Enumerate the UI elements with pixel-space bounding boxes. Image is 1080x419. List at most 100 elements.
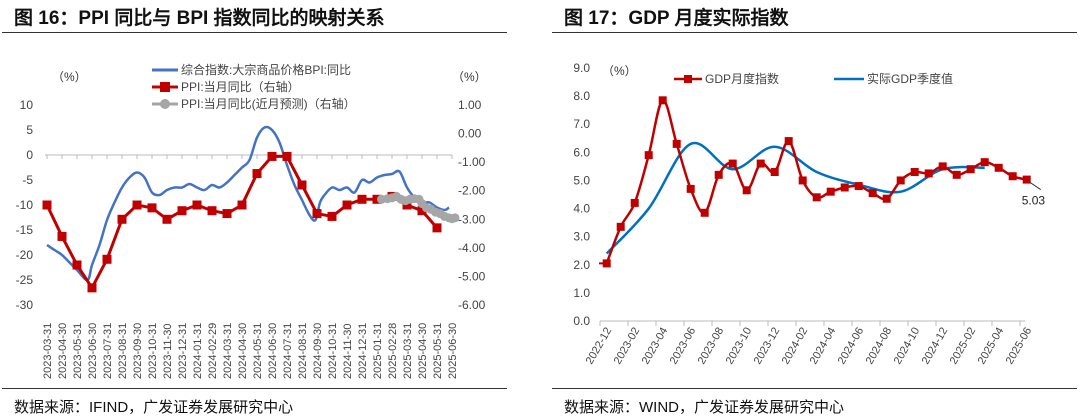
y-tick-label: 9.0 xyxy=(573,61,590,75)
x-tick-label: 2024-02 xyxy=(780,326,811,367)
figure-16-source: 数据来源：IFIND，广发证券发展研究中心 xyxy=(14,399,294,416)
right-tick-label: 0.00 xyxy=(458,127,482,141)
x-tick-label: 2024-06 xyxy=(836,326,867,367)
ppi-marker xyxy=(192,200,202,210)
x-tick-label: 2025-06-30 xyxy=(447,323,459,379)
right-tick-label: 1.00 xyxy=(458,98,482,112)
gdp-monthly-marker xyxy=(910,168,919,177)
figure-17-source: 数据来源：WIND，广发证券发展研究中心 xyxy=(564,399,844,416)
x-tick-label: 2024-10-31 xyxy=(327,323,339,379)
x-tick-label: 2024-04 xyxy=(808,326,839,367)
ppi-marker xyxy=(357,194,367,204)
figure-16-panel: 图 16：PPI 同比与 BPI 指数同比的映射关系 （%） （%） 10 5 0 -5 -… xyxy=(2,8,507,416)
x-tick-label: 2025-06 xyxy=(1004,326,1035,367)
right-tick-label: -6.00 xyxy=(458,298,486,312)
ppi-bpi-chart: （%） （%） 10 5 0 -5 -10 -15 -20 -25 -30 1.00 0.00 -1.00… xyxy=(16,62,487,379)
legend-label: 综合指数:大宗商品价格BPI:同比 xyxy=(181,62,351,77)
gdp-monthly-marker xyxy=(938,162,947,171)
left-tick-label: -30 xyxy=(16,298,34,312)
ppi-marker xyxy=(237,200,247,210)
left-tick-label: -25 xyxy=(16,273,34,287)
ppi-marker xyxy=(222,209,232,219)
y-tick-label: 2.0 xyxy=(573,258,590,272)
legend-label: PPI:当月同比(近月预测)（右轴） xyxy=(181,96,356,111)
figure-17-panel: 图 17：GDP 月度实际指数 9.0 8.0 7.0 6.0 5.0 4.0 3.0 2.0… xyxy=(550,0,1080,419)
gdp-monthly-marker xyxy=(1008,172,1017,181)
x-tick-label: 2024-11-30 xyxy=(342,324,354,379)
x-tick-label: 2025-05-31 xyxy=(432,323,444,379)
x-tick-label: 2023-05-31 xyxy=(72,323,84,379)
gdp-monthly-marker xyxy=(616,222,625,231)
title-divider xyxy=(2,32,507,33)
figure-17-title: 图 17：GDP 月度实际指数 xyxy=(564,8,789,29)
gdp-monthly-chart: 9.0 8.0 7.0 6.0 5.0 4.0 3.0 2.0 1.0 0.0 （%） 2022-12… xyxy=(573,61,1046,367)
x-tick-label: 2024-03-31 xyxy=(222,323,234,379)
gdp-monthly-marker xyxy=(770,168,779,177)
y-tick-label: 0.0 xyxy=(573,314,590,328)
x-tick-label: 2023-09-30 xyxy=(132,323,144,379)
gdp-monthly-marker xyxy=(1022,175,1031,184)
gdp-monthly-line xyxy=(605,99,1027,264)
left-tick-label: 0 xyxy=(26,148,33,162)
left-tick-label: -15 xyxy=(16,223,34,237)
x-tick-label: 2023-04-30 xyxy=(57,323,69,379)
x-tick-label: 2023-08 xyxy=(696,326,727,367)
gdp-monthly-marker xyxy=(672,139,681,148)
gdp-monthly-marker xyxy=(798,176,807,185)
y-tick-label: 1.0 xyxy=(573,286,590,300)
left-tick-label: 5 xyxy=(26,123,33,137)
x-tick-label: 2025-01-31 xyxy=(372,323,384,379)
ppi-marker xyxy=(207,206,217,216)
ppi-marker xyxy=(297,180,307,190)
x-tick-label: 2023-06 xyxy=(668,326,699,367)
x-tick-label: 2023-03-31 xyxy=(42,323,54,379)
ppi-forecast-marker xyxy=(450,213,460,223)
gdp-monthly-marker xyxy=(994,163,1003,172)
right-tick-label: -5.00 xyxy=(458,269,486,283)
x-tick-label: 2023-08-31 xyxy=(117,323,129,379)
x-tick-label: 2023-12-31 xyxy=(177,323,189,379)
ppi-marker xyxy=(282,151,292,161)
ppi-marker xyxy=(402,200,412,210)
x-tick-label: 2024-01-31 xyxy=(192,323,204,379)
gdp-monthly-marker xyxy=(630,198,639,207)
x-tick-label: 2024-12 xyxy=(920,326,951,367)
y-tick-label: 5.0 xyxy=(573,173,590,187)
last-value-annotation: 5.03 xyxy=(1022,194,1046,208)
y-tick-label: 3.0 xyxy=(573,230,590,244)
gdp-monthly-marker xyxy=(924,169,933,178)
left-tick-label: -5 xyxy=(22,173,33,187)
ppi-marker xyxy=(342,200,352,210)
figure-16-title: 图 16：PPI 同比与 BPI 指数同比的映射关系 xyxy=(14,8,385,29)
gdp-monthly-marker xyxy=(826,187,835,196)
x-tick-label: 2023-02 xyxy=(612,326,643,367)
gdp-monthly-marker xyxy=(700,208,709,217)
x-tick-label: 2024-08-31 xyxy=(297,323,309,379)
ppi-marker xyxy=(417,206,427,216)
y-tick-label: 7.0 xyxy=(573,117,590,131)
ppi-marker xyxy=(117,214,127,224)
y-axis-unit: （%） xyxy=(602,64,637,78)
ppi-marker xyxy=(72,260,82,270)
gdp-monthly-marker xyxy=(840,183,849,192)
x-tick-label: 2023-06-30 xyxy=(87,323,99,379)
left-tick-label: 10 xyxy=(20,98,34,112)
real-gdp-quarterly-line xyxy=(605,141,985,255)
ppi-marker xyxy=(102,254,112,264)
y-tick-label: 4.0 xyxy=(573,202,590,216)
x-tick-label: 2023-04 xyxy=(640,326,671,367)
y-tick-label: 6.0 xyxy=(573,145,590,159)
gdp-monthly-marker xyxy=(784,137,793,146)
gdp-monthly-marker xyxy=(896,176,905,185)
ppi-marker xyxy=(132,200,142,210)
x-tick-label: 2025-03-31 xyxy=(402,323,414,379)
gdp-monthly-marker xyxy=(742,186,751,195)
x-tick-label: 2025-02 xyxy=(948,326,979,367)
legend-label: 实际GDP季度值 xyxy=(867,71,953,86)
ppi-marker xyxy=(327,211,337,221)
gdp-monthly-marker xyxy=(714,170,723,179)
left-axis-unit: （%） xyxy=(52,70,87,84)
legend-ppi-marker xyxy=(160,82,170,92)
gdp-monthly-marker xyxy=(966,165,975,174)
x-tick-label: 2025-04 xyxy=(976,326,1007,367)
